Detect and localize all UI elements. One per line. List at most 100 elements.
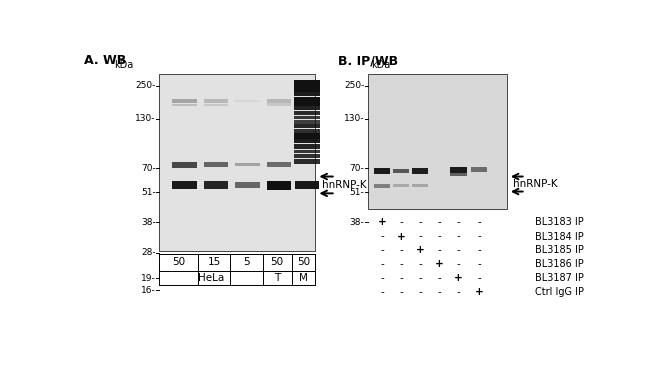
Bar — [294, 139, 320, 144]
Text: 130-: 130- — [135, 114, 156, 123]
Text: 50: 50 — [172, 257, 185, 267]
Text: -: - — [380, 273, 384, 283]
Bar — [294, 154, 320, 158]
Text: kDa: kDa — [114, 60, 133, 70]
Text: -: - — [380, 245, 384, 255]
Text: -: - — [457, 218, 460, 227]
Text: -: - — [477, 273, 481, 283]
Bar — [294, 92, 320, 96]
Text: hnRNP-K: hnRNP-K — [514, 179, 558, 189]
Bar — [294, 160, 320, 164]
Bar — [266, 99, 291, 103]
Text: -: - — [477, 218, 481, 227]
Text: 5: 5 — [243, 257, 250, 267]
Text: +: + — [475, 287, 484, 297]
Bar — [412, 168, 428, 174]
Text: B. IP/WB: B. IP/WB — [338, 54, 398, 67]
Bar — [235, 100, 259, 102]
Text: -: - — [457, 245, 460, 255]
Bar — [294, 129, 320, 133]
Bar — [294, 149, 320, 153]
Text: 51-: 51- — [350, 188, 365, 197]
Text: +: + — [416, 245, 424, 255]
Bar — [235, 163, 259, 166]
Bar — [172, 181, 196, 189]
Text: -: - — [399, 245, 403, 255]
Bar — [172, 162, 196, 168]
Text: -: - — [380, 287, 384, 297]
Text: -: - — [477, 259, 481, 269]
Text: -: - — [419, 287, 422, 297]
Bar — [294, 120, 320, 124]
Bar — [294, 101, 320, 106]
Text: 70-: 70- — [141, 164, 156, 173]
Bar — [369, 74, 507, 209]
Text: BL3183 IP: BL3183 IP — [535, 218, 584, 227]
Text: 50: 50 — [297, 257, 310, 267]
Bar — [172, 104, 196, 106]
Text: -: - — [437, 218, 441, 227]
Bar — [294, 133, 320, 138]
Text: +: + — [396, 232, 406, 241]
Text: hnRNP-K: hnRNP-K — [322, 180, 367, 190]
Text: -: - — [399, 273, 403, 283]
Bar — [450, 173, 467, 176]
Bar — [393, 168, 410, 173]
Bar — [294, 87, 320, 92]
Bar — [159, 74, 315, 251]
Text: kDa: kDa — [371, 60, 390, 70]
Bar — [266, 181, 291, 190]
Text: 50: 50 — [270, 257, 284, 267]
Text: +: + — [454, 273, 463, 283]
Text: -: - — [457, 232, 460, 241]
Text: -: - — [437, 245, 441, 255]
Bar — [235, 182, 259, 188]
Text: 250-: 250- — [344, 82, 365, 90]
Text: 70-: 70- — [350, 164, 365, 173]
Bar — [294, 97, 320, 101]
Text: A. WB: A. WB — [84, 54, 126, 67]
Bar — [294, 111, 320, 115]
Text: BL3187 IP: BL3187 IP — [535, 273, 584, 283]
Text: +: + — [435, 259, 444, 269]
Bar — [204, 181, 228, 189]
Text: 15: 15 — [207, 257, 220, 267]
Bar — [204, 162, 228, 167]
Text: -: - — [399, 287, 403, 297]
Bar — [204, 99, 228, 103]
Text: -: - — [380, 232, 384, 241]
Text: 19-: 19- — [141, 273, 156, 282]
Text: -: - — [380, 259, 384, 269]
Text: BL3184 IP: BL3184 IP — [535, 232, 584, 241]
Text: -: - — [477, 232, 481, 241]
Text: 51-: 51- — [141, 188, 156, 197]
Bar — [450, 167, 467, 173]
Text: 38-: 38- — [141, 218, 156, 227]
Bar — [204, 104, 228, 106]
Text: -: - — [419, 232, 422, 241]
Bar — [374, 168, 390, 174]
Bar — [295, 181, 319, 189]
Bar — [266, 162, 291, 167]
Text: 38-: 38- — [350, 218, 365, 227]
Text: -: - — [419, 273, 422, 283]
Text: -: - — [477, 245, 481, 255]
Text: 16-: 16- — [141, 285, 156, 294]
Text: T: T — [274, 273, 280, 283]
Bar — [266, 103, 291, 106]
Text: -: - — [399, 218, 403, 227]
Bar — [294, 144, 320, 149]
Bar — [294, 80, 320, 87]
Bar — [471, 167, 488, 172]
Bar — [172, 99, 196, 103]
Text: -: - — [419, 259, 422, 269]
Bar — [294, 116, 320, 119]
Text: M: M — [299, 273, 308, 283]
Text: +: + — [378, 218, 386, 227]
Bar — [294, 124, 320, 128]
Text: -: - — [399, 259, 403, 269]
Text: -: - — [437, 287, 441, 297]
Text: -: - — [457, 287, 460, 297]
Bar — [294, 106, 320, 110]
Text: HeLa: HeLa — [198, 273, 224, 283]
